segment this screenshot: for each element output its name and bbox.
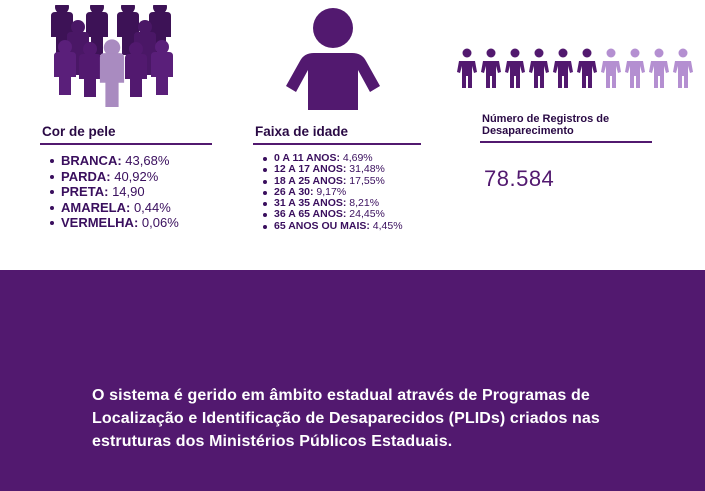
list-item: AMARELA: 0,44%	[47, 200, 179, 216]
list-item: 65 ANOS OU MAIS: 4,45%	[260, 220, 403, 232]
list-item: 36 A 65 ANOS: 24,45%	[260, 209, 403, 220]
registros-title: Número de Registros de Desaparecimento	[482, 113, 610, 137]
person-figure-icon	[649, 48, 669, 88]
skin-color-title: Cor de pele	[42, 124, 116, 139]
age-range-title: Faixa de idade	[255, 124, 349, 139]
age-range-divider	[253, 143, 421, 145]
registros-divider	[480, 141, 652, 143]
person-figure-icon	[457, 48, 477, 88]
list-item: 18 A 25 ANOS: 17,55%	[260, 175, 403, 187]
person-figure-icon	[601, 48, 621, 88]
person-figure-icon	[505, 48, 525, 88]
info-banner-text: O sistema é gerido em âmbito estadual at…	[92, 387, 600, 450]
list-item: PRETA: 14,90	[47, 184, 179, 200]
stats-panel: Cor de pele BRANCA: 43,68% PARDA: 40,92%…	[40, 5, 693, 232]
skin-color-divider	[40, 143, 212, 145]
list-item: 31 A 35 ANOS: 8,21%	[260, 198, 403, 209]
registros-value: 78.584	[484, 166, 555, 191]
list-item: 0 A 11 ANOS: 4,69%	[260, 152, 403, 164]
list-item: 26 A 30: 9,17%	[260, 186, 403, 198]
age-range-list: 0 A 11 ANOS: 4,69% 12 A 17 ANOS: 31,48% …	[260, 152, 403, 232]
person-figure-icon	[553, 48, 573, 88]
list-item: BRANCA: 43,68%	[47, 153, 179, 169]
person-icon	[286, 8, 380, 110]
person-figure-icon	[625, 48, 645, 88]
person-figure-icon	[481, 48, 501, 88]
list-item: PARDA: 40,92%	[47, 169, 179, 185]
skin-color-list: BRANCA: 43,68% PARDA: 40,92% PRETA: 14,9…	[47, 153, 179, 231]
info-banner: O sistema é gerido em âmbito estadual at…	[0, 270, 705, 491]
people-row-icon	[457, 48, 693, 88]
person-figure-icon	[673, 48, 693, 88]
list-item: 12 A 17 ANOS: 31,48%	[260, 164, 403, 175]
person-figure-icon	[529, 48, 549, 88]
crowd-icon	[51, 5, 173, 107]
list-item: VERMELHA: 0,06%	[47, 215, 179, 231]
person-figure-icon	[577, 48, 597, 88]
